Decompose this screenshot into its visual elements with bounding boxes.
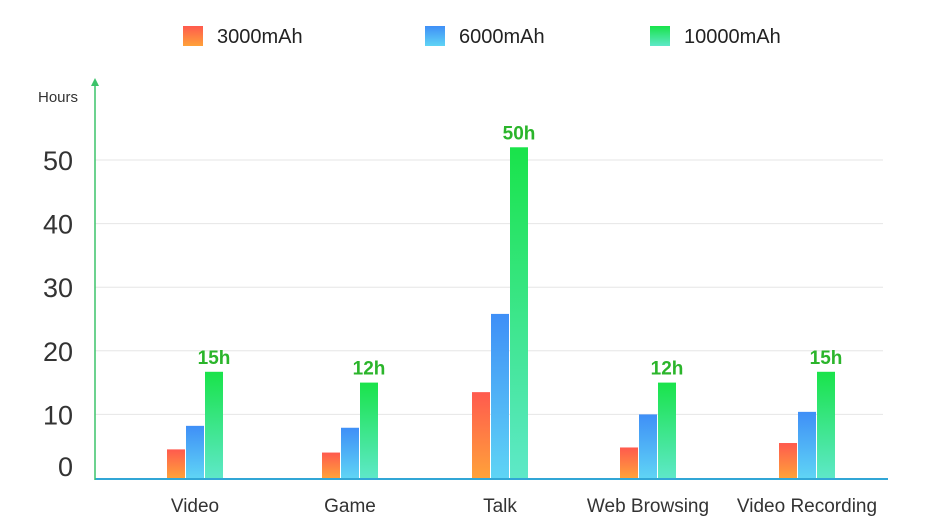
- bar-web-browsing-3000mAh: [620, 447, 638, 478]
- y-axis-label: Hours: [38, 89, 78, 106]
- data-label-video: 15h: [198, 348, 231, 369]
- legend-swatch-6000mAh: [425, 26, 445, 46]
- bar-game-3000mAh: [322, 452, 340, 478]
- legend-label-6000mAh: 6000mAh: [459, 26, 545, 48]
- legend-label-10000mAh: 10000mAh: [684, 26, 781, 48]
- legend-label-3000mAh: 3000mAh: [217, 26, 303, 48]
- bar-web-browsing-10000mAh: [658, 382, 676, 478]
- bar-video-recording-6000mAh: [798, 411, 816, 478]
- x-tick-web-browsing: Web Browsing: [587, 496, 709, 517]
- bars: [167, 147, 835, 478]
- legend-swatch-10000mAh: [650, 26, 670, 46]
- bar-talk-6000mAh: [491, 313, 509, 478]
- bar-game-10000mAh: [360, 382, 378, 478]
- bar-video-recording-10000mAh: [817, 371, 835, 478]
- legend: 3000mAh 6000mAh 10000mAh: [183, 26, 781, 48]
- x-tick-game: Game: [324, 496, 376, 517]
- y-axis-ticks: 0 10 20 30 40 50: [43, 146, 73, 482]
- gridlines: [95, 159, 883, 415]
- y-tick-20: 20: [43, 337, 73, 367]
- bar-video-recording-3000mAh: [779, 443, 797, 478]
- x-tick-talk: Talk: [483, 496, 517, 517]
- bar-talk-3000mAh: [472, 392, 490, 478]
- y-tick-10: 10: [43, 400, 73, 430]
- y-tick-50: 50: [43, 146, 73, 176]
- data-label-game: 12h: [353, 359, 386, 380]
- x-tick-video-recording: Video Recording: [737, 496, 877, 517]
- bar-game-6000mAh: [341, 427, 359, 478]
- y-tick-30: 30: [43, 273, 73, 303]
- y-tick-40: 40: [43, 210, 73, 240]
- data-labels: 15h 12h 50h 12h 15h: [198, 123, 843, 379]
- y-axis-arrow-icon: [91, 78, 99, 86]
- bar-talk-10000mAh: [510, 147, 528, 478]
- x-axis-categories: Video Game Talk Web Browsing Video Recording: [171, 496, 877, 517]
- axes: [91, 78, 888, 480]
- y-tick-0: 0: [58, 452, 73, 482]
- bar-video-3000mAh: [167, 449, 185, 478]
- data-label-web-browsing: 12h: [651, 359, 684, 380]
- bar-video-10000mAh: [205, 371, 223, 478]
- data-label-video-recording: 15h: [810, 348, 843, 369]
- legend-swatch-3000mAh: [183, 26, 203, 46]
- x-tick-video: Video: [171, 496, 219, 517]
- bar-video-6000mAh: [186, 425, 204, 478]
- bar-web-browsing-6000mAh: [639, 414, 657, 478]
- data-label-talk: 50h: [503, 123, 536, 144]
